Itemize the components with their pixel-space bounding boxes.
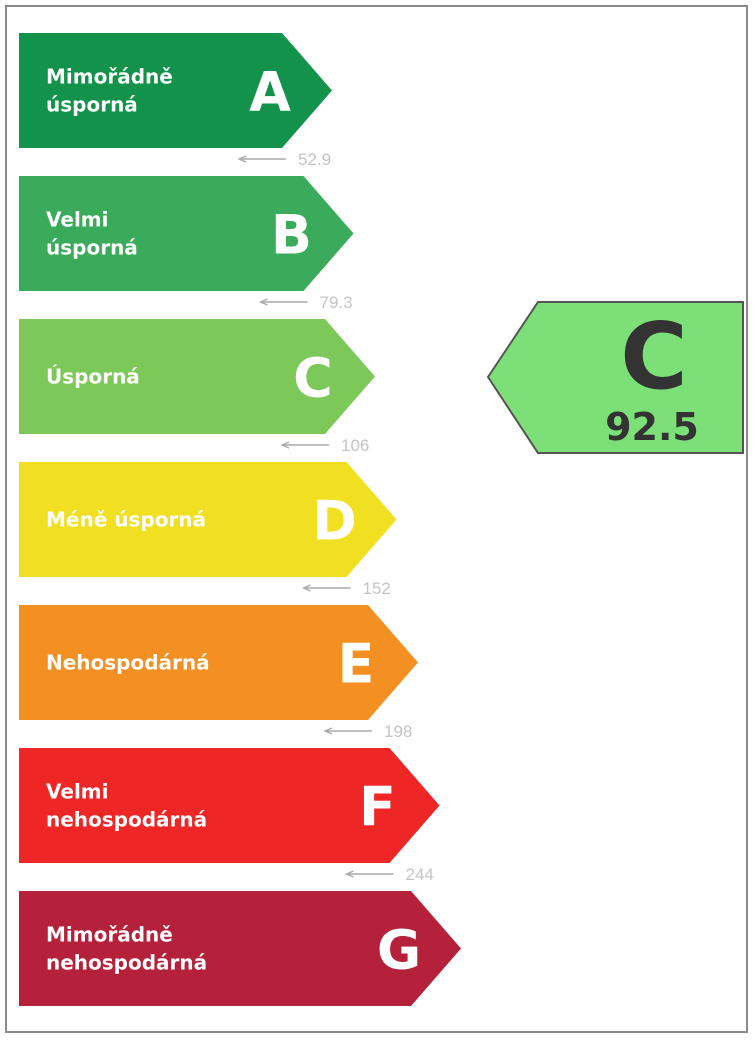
indicator-value: 92.5: [605, 405, 699, 449]
class-row-f: Velmi nehospodárná F 244: [19, 748, 440, 884]
class-label: Nehospodárná: [46, 651, 210, 675]
class-letter: D: [312, 490, 357, 553]
class-letter: A: [249, 61, 291, 124]
class-bar: [19, 891, 461, 1006]
class-label: úsporná: [46, 93, 138, 117]
arrow-head-icon: [280, 441, 290, 449]
class-bar: [19, 605, 418, 720]
class-threshold: 52.9: [298, 150, 331, 169]
arrow-head-icon: [237, 155, 247, 163]
class-bar: [19, 319, 375, 434]
indicator-letter: C: [620, 303, 688, 410]
class-bar: [19, 33, 332, 148]
class-letter: F: [359, 776, 396, 839]
class-threshold: 106: [341, 436, 369, 455]
class-threshold: 79.3: [320, 293, 353, 312]
class-label: nehospodárná: [46, 808, 207, 832]
class-letter: E: [338, 633, 375, 696]
class-bar: [19, 748, 440, 863]
class-label: Mimořádně: [46, 65, 173, 89]
arrow-head-icon: [344, 870, 354, 878]
arrow-head-icon: [258, 298, 268, 306]
arrow-head-icon: [323, 727, 333, 735]
class-label: nehospodárná: [46, 951, 207, 975]
class-threshold: 198: [384, 722, 412, 741]
label-frame: [5, 5, 748, 1033]
class-label: Úsporná: [46, 365, 140, 389]
class-row-e: Nehospodárná E 198: [19, 605, 418, 741]
indicator-arrow: [486, 301, 744, 454]
arrow-head-icon: [301, 584, 311, 592]
class-threshold: 152: [363, 579, 391, 598]
class-letter: G: [377, 919, 421, 982]
rating-indicator: C 92.5: [486, 301, 744, 454]
class-letter: C: [293, 347, 333, 410]
class-row-c: Úsporná C 106: [19, 319, 375, 455]
class-row-b: Velmi úsporná B 79.3: [19, 176, 354, 312]
class-bar: [19, 462, 397, 577]
class-threshold: 244: [406, 865, 434, 884]
class-label: Mimořádně: [46, 923, 173, 947]
class-label: Velmi: [46, 208, 109, 232]
class-row-d: Méně úsporná D 152: [19, 462, 397, 598]
class-row-g: Mimořádně nehospodárná G: [19, 891, 461, 1006]
class-row-a: Mimořádně úsporná A 52.9: [19, 33, 332, 169]
class-label: Velmi: [46, 780, 109, 804]
class-label: úsporná: [46, 236, 138, 260]
class-letter: B: [271, 204, 312, 267]
class-bar: [19, 176, 354, 291]
class-label: Méně úsporná: [46, 508, 206, 532]
